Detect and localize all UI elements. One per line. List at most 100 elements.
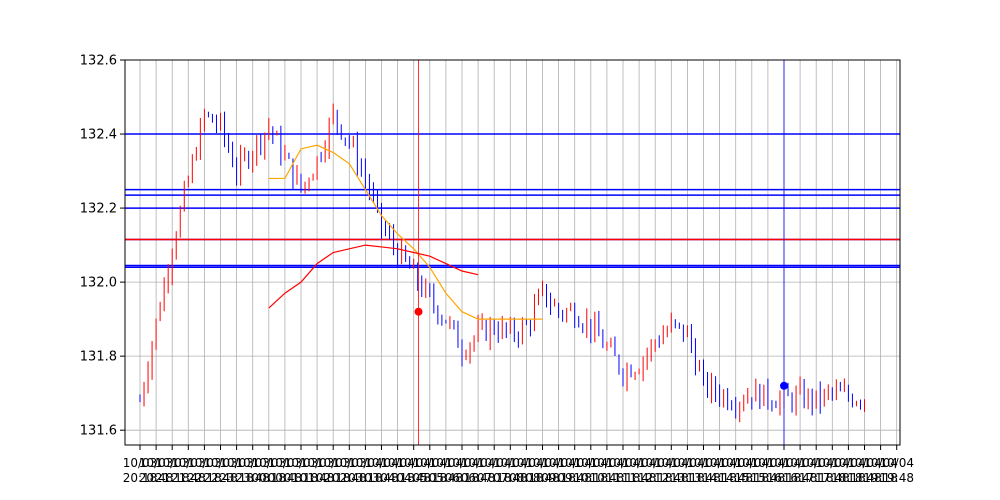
y-tick-label: 132.6 bbox=[80, 54, 117, 69]
x-tick-label-date: 10/04 bbox=[429, 456, 464, 470]
x-tick-label-time: 22:18 bbox=[187, 471, 222, 485]
y-tick-label: 132.4 bbox=[80, 128, 117, 143]
x-tick-label-date: 10/03 bbox=[155, 456, 190, 470]
x-tick-label-date: 10/04 bbox=[799, 456, 834, 470]
x-tick-label-time: 15:48 bbox=[751, 471, 786, 485]
x-tick-label-date: 10/04 bbox=[364, 456, 399, 470]
x-tick-label-time: 13:18 bbox=[670, 471, 705, 485]
y-axis: 131.6 131.8 132.0 132.2 132.4 132.6 bbox=[80, 54, 125, 439]
plot-frame bbox=[124, 59, 901, 446]
x-tick-label-time: 01:18 bbox=[284, 471, 319, 485]
x-tick-label-time: 12:18 bbox=[638, 471, 673, 485]
x-tick-label-date: 10/04 bbox=[654, 456, 689, 470]
x-tick-label-date: 10/04 bbox=[413, 456, 448, 470]
x-tick-label-time: 21:18 bbox=[155, 471, 190, 485]
x-tick-label-date: 10/04 bbox=[396, 456, 431, 470]
x-tick-label-date: 10/03 bbox=[203, 456, 238, 470]
signal-marker bbox=[414, 307, 423, 316]
x-tick-label-time: 11:48 bbox=[622, 471, 657, 485]
x-tick-label-date: 10/04 bbox=[541, 456, 576, 470]
x-tick-label-time: 21:48 bbox=[171, 471, 206, 485]
x-tick-label-date: 10/03 bbox=[123, 456, 158, 470]
x-tick-label-date: 10/04 bbox=[863, 456, 898, 470]
x-tick-label-date: 10/03 bbox=[219, 456, 254, 470]
x-tick-label-time: 14:48 bbox=[718, 471, 753, 485]
x-tick-label-date: 10/04 bbox=[638, 456, 673, 470]
x-tick-label-time: 18:18 bbox=[831, 471, 866, 485]
x-tick-label-time: 16:18 bbox=[767, 471, 802, 485]
x-tick-label-time: 10:18 bbox=[574, 471, 609, 485]
x-tick-label-time: 20:48 bbox=[139, 471, 174, 485]
x-tick-label-date: 10/04 bbox=[493, 456, 528, 470]
x-tick-label-date: 10/03 bbox=[235, 456, 270, 470]
x-tick-label-date: 10/03 bbox=[284, 456, 319, 470]
signal-marker bbox=[780, 381, 788, 390]
x-tick-label-time: 19:18 bbox=[863, 471, 898, 485]
x-tick-label-time: 17:18 bbox=[799, 471, 834, 485]
x-tick-label-time: 08:18 bbox=[509, 471, 544, 485]
moving-average-orange bbox=[268, 144, 543, 320]
x-tick-label-time: 10:48 bbox=[590, 471, 625, 485]
y-tick-label: 132.2 bbox=[80, 202, 117, 217]
x-tick-label-time: 14:18 bbox=[702, 471, 737, 485]
x-tick-label-date: 10/04 bbox=[847, 456, 882, 470]
x-tick-label-time: 03:18 bbox=[348, 471, 383, 485]
x-tick-label-date: 10/04 bbox=[590, 456, 625, 470]
x-tick-label-date: 10/04 bbox=[525, 456, 560, 470]
x-tick-label-date: 10/04 bbox=[879, 456, 914, 470]
x-tick-label-date: 10/04 bbox=[622, 456, 657, 470]
x-tick-label-time: 04:48 bbox=[396, 471, 431, 485]
x-tick-label-time: 22:48 bbox=[203, 471, 238, 485]
x-tick-label-time: 09:48 bbox=[557, 471, 592, 485]
x-tick-label-date: 10/03 bbox=[171, 456, 206, 470]
x-tick-label-time: 01:48 bbox=[300, 471, 335, 485]
x-tick-label-time: 23:48 bbox=[235, 471, 270, 485]
x-axis: 10/0320:1810/0320:4810/0321:1810/0321:48… bbox=[123, 445, 914, 485]
x-tick-label-date: 10/03 bbox=[268, 456, 303, 470]
x-tick-label-date: 10/04 bbox=[751, 456, 786, 470]
x-tick-label-time: 17:48 bbox=[815, 471, 850, 485]
x-tick-label-date: 10/03 bbox=[316, 456, 351, 470]
x-tick-label-time: 16:48 bbox=[783, 471, 818, 485]
y-tick-label: 131.6 bbox=[80, 424, 117, 439]
x-tick-label-time: 03:48 bbox=[364, 471, 399, 485]
x-tick-label-time: 19:48 bbox=[879, 471, 914, 485]
x-tick-label-time: 20:18 bbox=[123, 471, 158, 485]
x-tick-label-time: 04:18 bbox=[380, 471, 415, 485]
x-tick-label-date: 10/03 bbox=[300, 456, 335, 470]
x-tick-label-time: 18:48 bbox=[847, 471, 882, 485]
x-tick-label-time: 06:48 bbox=[461, 471, 496, 485]
x-tick-label-time: 02:18 bbox=[316, 471, 351, 485]
x-tick-label-date: 10/03 bbox=[252, 456, 287, 470]
x-tick-label-time: 08:48 bbox=[525, 471, 560, 485]
x-tick-label-date: 10/04 bbox=[509, 456, 544, 470]
x-tick-label-date: 10/03 bbox=[187, 456, 222, 470]
x-tick-label-time: 07:48 bbox=[493, 471, 528, 485]
x-tick-label-date: 10/03 bbox=[139, 456, 174, 470]
x-tick-label-time: 15:18 bbox=[735, 471, 770, 485]
x-tick-label-time: 11:18 bbox=[606, 471, 641, 485]
moving-average-red bbox=[268, 244, 479, 309]
x-tick-label-time: 13:48 bbox=[686, 471, 721, 485]
candles bbox=[139, 103, 865, 423]
x-tick-label-date: 10/04 bbox=[735, 456, 770, 470]
x-tick-label-date: 10/04 bbox=[686, 456, 721, 470]
x-tick-label-time: 23:18 bbox=[219, 471, 254, 485]
x-tick-label-time: 06:18 bbox=[445, 471, 480, 485]
x-tick-label-date: 10/04 bbox=[445, 456, 480, 470]
y-tick-label: 131.8 bbox=[80, 350, 117, 365]
x-tick-label-date: 10/04 bbox=[718, 456, 753, 470]
x-tick-label-time: 05:18 bbox=[413, 471, 448, 485]
x-tick-label-time: 02:48 bbox=[332, 471, 367, 485]
x-tick-label-date: 10/04 bbox=[815, 456, 850, 470]
x-tick-label-time: 00:18 bbox=[252, 471, 287, 485]
x-tick-label-date: 10/03 bbox=[332, 456, 367, 470]
y-tick-label: 132.0 bbox=[80, 276, 117, 291]
x-tick-label-time: 09:18 bbox=[541, 471, 576, 485]
x-tick-label-time: 00:48 bbox=[268, 471, 303, 485]
horizontal-levels bbox=[125, 133, 900, 269]
x-tick-label-time: 12:48 bbox=[654, 471, 689, 485]
x-tick-label-date: 10/04 bbox=[702, 456, 737, 470]
